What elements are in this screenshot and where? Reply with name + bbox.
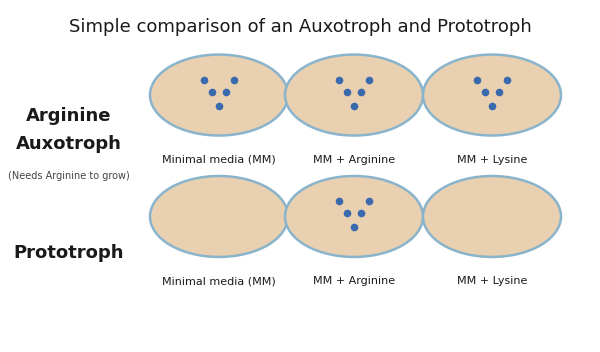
Text: MM + Arginine: MM + Arginine	[313, 276, 395, 286]
Text: Simple comparison of an Auxotroph and Prototroph: Simple comparison of an Auxotroph and Pr…	[68, 18, 532, 36]
Ellipse shape	[423, 176, 561, 257]
Text: MM + Lysine: MM + Lysine	[457, 155, 527, 165]
Text: MM + Lysine: MM + Lysine	[457, 276, 527, 286]
Ellipse shape	[150, 55, 288, 136]
Text: Minimal media (MM): Minimal media (MM)	[162, 155, 276, 165]
Text: Minimal media (MM): Minimal media (MM)	[162, 276, 276, 286]
Ellipse shape	[285, 176, 423, 257]
Text: Arginine: Arginine	[26, 107, 112, 125]
Text: MM + Arginine: MM + Arginine	[313, 155, 395, 165]
Ellipse shape	[285, 55, 423, 136]
Text: Prototroph: Prototroph	[14, 244, 124, 263]
Text: (Needs Arginine to grow): (Needs Arginine to grow)	[8, 171, 130, 181]
Ellipse shape	[150, 176, 288, 257]
Text: Auxotroph: Auxotroph	[16, 135, 122, 153]
Ellipse shape	[423, 55, 561, 136]
